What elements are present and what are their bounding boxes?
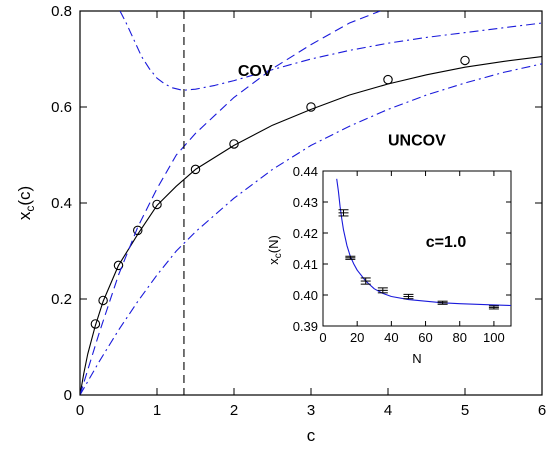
- main-x-tick-label: 5: [461, 402, 469, 419]
- inset-axis-ticks: 0 20 40 60 80 100 0.39 0.40 0.41 0.42 0.43 0.44: [293, 164, 511, 345]
- inset-y-tick-label: 0.40: [293, 288, 318, 303]
- main-data-point-circle: [383, 74, 393, 85]
- inset-y-tick-label: 0.43: [293, 195, 318, 210]
- main-axis-ticks: 0 1 2 3 4 5 600.20.40.60.8: [51, 3, 546, 419]
- main-x-tick-label: 4: [384, 402, 392, 419]
- main-data-point-circle: [190, 164, 201, 175]
- inset-series-line-0: [336, 178, 511, 307]
- main-series-line-3: [80, 11, 381, 395]
- main-x-tick-label: 3: [307, 402, 315, 419]
- main-x-tick-label: 6: [538, 402, 546, 419]
- inset-x-tick-label: 40: [384, 330, 398, 345]
- inset-y-tick-label: 0.44: [293, 164, 318, 179]
- annotation-uncov: UNCOV: [388, 132, 446, 149]
- main-series-line-0: [80, 56, 542, 395]
- inset-x-tick-label: 0: [319, 330, 326, 345]
- main-clipped-marks: [80, 11, 542, 395]
- inset-plot-marks: [336, 178, 511, 310]
- main-y-tick-label: 0.6: [51, 99, 72, 116]
- main-x-axis-label: c: [307, 426, 316, 445]
- main-x-tick-label: 2: [230, 402, 238, 419]
- inset-x-axis-label: N: [412, 351, 421, 366]
- inset-y-axis-label: xc(N): [266, 235, 284, 265]
- main-x-tick-label: 0: [76, 402, 84, 419]
- main-y-axis-label: xc(c): [15, 186, 37, 220]
- main-data-point-circle: [98, 295, 108, 306]
- main-y-tick-label: 0.8: [51, 3, 72, 20]
- inset-y-tick-label: 0.39: [293, 319, 318, 334]
- main-data-point-circle: [133, 225, 143, 236]
- inset-x-tick-label: 80: [452, 330, 466, 345]
- main-data-point-circle: [229, 139, 239, 149]
- inset-y-tick-label: 0.41: [293, 257, 318, 272]
- inset-y-tick-label: 0.42: [293, 226, 318, 241]
- annotation-cov: COV: [238, 63, 273, 80]
- main-data-point-circle: [90, 319, 101, 329]
- main-series-line-4: [119, 11, 542, 91]
- main-data-point-circle: [460, 55, 470, 66]
- inset-clipped-marks: [336, 178, 511, 310]
- inset-plot-frame: [322, 170, 512, 327]
- main-x-tick-label: 1: [153, 402, 161, 419]
- inset-background: [323, 171, 511, 326]
- main-y-tick-label: 0: [64, 387, 72, 404]
- main-data-point-circle: [152, 199, 162, 210]
- main-plot-marks: [80, 11, 542, 395]
- main-data-point-circle: [113, 260, 124, 271]
- inset-x-tick-label: 60: [418, 330, 432, 345]
- inset-x-tick-label: 20: [350, 330, 364, 345]
- inset-title: c=1.0: [426, 234, 467, 251]
- main-data-point-circle: [306, 102, 316, 112]
- inset-x-tick-label: 100: [483, 330, 505, 345]
- main-y-tick-label: 0.2: [51, 291, 72, 308]
- main-y-tick-label: 0.4: [51, 195, 72, 212]
